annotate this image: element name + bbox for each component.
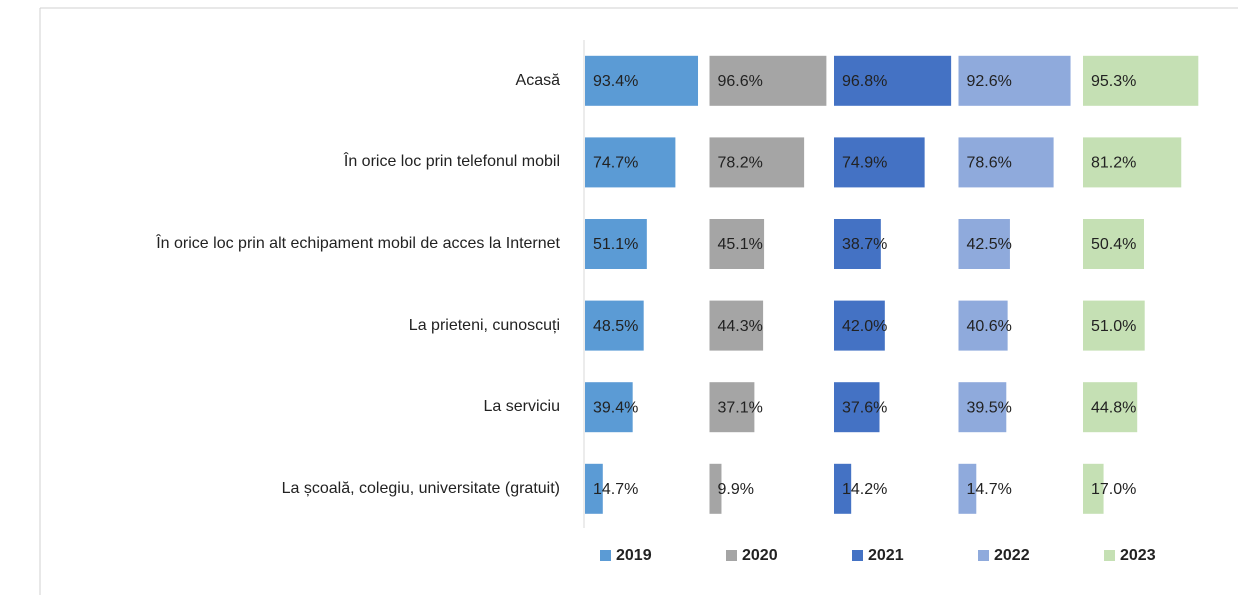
category-label: În orice loc prin alt echipament mobil d… (156, 235, 560, 252)
data-label: 45.1% (718, 236, 763, 253)
bar (834, 463, 852, 514)
bar (1083, 137, 1182, 188)
data-label: 96.8% (842, 73, 887, 90)
legend-label: 2023 (1120, 547, 1156, 564)
data-label: 14.7% (593, 481, 638, 498)
data-label: 93.4% (593, 73, 638, 90)
bar (585, 219, 647, 269)
data-label: 78.6% (967, 155, 1012, 172)
legend-swatch (978, 550, 989, 561)
data-label: 74.7% (593, 155, 638, 172)
data-label: 39.5% (967, 399, 1012, 416)
data-label: 51.1% (593, 236, 638, 253)
legend-label: 2022 (994, 547, 1030, 564)
bar (585, 463, 603, 514)
legend-swatch (1104, 550, 1115, 561)
bar (958, 463, 977, 514)
bar (834, 300, 885, 351)
data-label: 40.6% (967, 318, 1012, 335)
bar (709, 463, 722, 514)
bar (834, 55, 952, 106)
bar (585, 300, 644, 351)
data-label: 78.2% (718, 155, 763, 172)
category-label: La școală, colegiu, universitate (gratui… (281, 479, 560, 497)
category-label: În orice loc prin telefonul mobil (343, 153, 560, 171)
bar (1083, 463, 1104, 514)
data-label: 92.6% (967, 73, 1012, 90)
bar (709, 137, 805, 188)
legend-swatch (600, 550, 611, 561)
data-label: 48.5% (593, 318, 638, 335)
legend-label: 2020 (742, 547, 778, 564)
data-label: 37.1% (718, 399, 763, 416)
bar (958, 219, 1010, 269)
data-label: 81.2% (1091, 155, 1136, 172)
data-label: 9.9% (718, 481, 754, 498)
data-label: 95.3% (1091, 73, 1136, 90)
bar (1083, 382, 1138, 433)
legend-label: 2021 (868, 547, 904, 564)
bar (709, 219, 765, 269)
data-label: 38.7% (842, 236, 887, 253)
category-label: La prieteni, cunoscuți (408, 316, 560, 334)
category-label: Acasă (515, 71, 560, 89)
bar (958, 382, 1007, 433)
data-label: 37.6% (842, 399, 887, 416)
data-label: 17.0% (1091, 481, 1136, 498)
legend-swatch (726, 550, 737, 561)
legend-swatch (852, 550, 863, 561)
data-label: 14.7% (967, 481, 1012, 498)
bar (1083, 55, 1199, 106)
bar (1083, 300, 1145, 351)
bar (1083, 219, 1144, 269)
legend-label: 2019 (616, 547, 652, 564)
bar (585, 137, 676, 188)
bar (709, 55, 827, 106)
data-label: 14.2% (842, 481, 887, 498)
bar (834, 137, 925, 188)
bar (585, 55, 699, 106)
data-label: 96.6% (718, 73, 763, 90)
data-label: 44.3% (718, 318, 763, 335)
data-label: 51.0% (1091, 318, 1136, 335)
data-label: 50.4% (1091, 236, 1136, 253)
bar (834, 382, 880, 433)
data-label: 39.4% (593, 399, 638, 416)
bar (958, 137, 1054, 188)
bar (834, 219, 881, 269)
bar (958, 300, 1008, 351)
data-label: 74.9% (842, 155, 887, 172)
data-label: 42.5% (967, 236, 1012, 253)
bar (585, 382, 633, 433)
bar (709, 300, 764, 351)
bar (958, 55, 1071, 106)
data-label: 42.0% (842, 318, 887, 335)
bar (709, 382, 755, 433)
data-label: 44.8% (1091, 399, 1136, 416)
category-label: La serviciu (483, 398, 560, 416)
